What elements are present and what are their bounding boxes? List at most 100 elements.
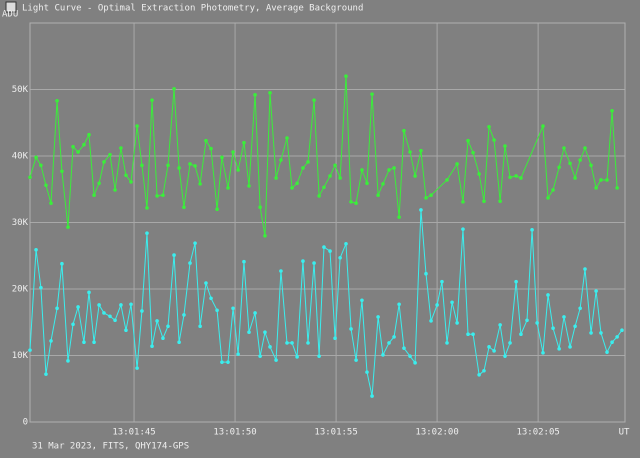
- data-point: [161, 336, 165, 341]
- data-point: [594, 186, 598, 190]
- data-point: [328, 174, 332, 178]
- data-point: [605, 350, 609, 354]
- data-point: [172, 87, 176, 91]
- data-point: [97, 303, 101, 307]
- data-point: [514, 174, 518, 178]
- data-point: [397, 215, 401, 219]
- data-point: [487, 345, 491, 349]
- data-point: [166, 163, 170, 168]
- data-point: [551, 188, 555, 192]
- data-point: [124, 173, 128, 178]
- data-point: [530, 228, 534, 232]
- data-point: [279, 269, 283, 273]
- data-point: [172, 253, 176, 257]
- data-point: [242, 140, 246, 145]
- y-tick-label: 40K: [12, 152, 29, 162]
- y-tick-label: 30K: [12, 218, 29, 228]
- data-point: [102, 160, 106, 164]
- data-point: [263, 330, 267, 335]
- data-point: [557, 347, 561, 351]
- data-point: [39, 163, 43, 168]
- data-point: [615, 186, 619, 190]
- data-point: [487, 124, 491, 129]
- data-point: [583, 267, 587, 271]
- data-point: [215, 207, 219, 211]
- data-point: [445, 341, 449, 345]
- data-point: [503, 354, 507, 358]
- chart-title: Light Curve - Optimal Extraction Photome…: [22, 4, 363, 14]
- data-point: [376, 315, 380, 319]
- data-point: [285, 136, 289, 140]
- data-point: [182, 205, 186, 210]
- data-point: [60, 169, 64, 174]
- data-point: [424, 271, 428, 276]
- data-point: [182, 313, 186, 317]
- data-point: [589, 163, 593, 168]
- data-point: [344, 241, 348, 246]
- data-point: [140, 163, 144, 168]
- data-point: [573, 324, 577, 329]
- data-point: [492, 138, 496, 142]
- data-point: [519, 176, 523, 180]
- data-point: [551, 326, 555, 331]
- data-point: [466, 332, 470, 337]
- data-point: [34, 247, 38, 252]
- data-point: [408, 354, 412, 358]
- data-point: [295, 181, 299, 186]
- data-point: [471, 150, 475, 155]
- data-point: [274, 176, 278, 180]
- data-point: [155, 194, 159, 198]
- data-point: [177, 166, 181, 170]
- data-point: [124, 328, 128, 333]
- data-point: [424, 196, 428, 200]
- data-point: [71, 322, 75, 327]
- data-point: [338, 176, 342, 180]
- data-point: [445, 178, 449, 182]
- data-point: [44, 183, 48, 188]
- data-point: [392, 166, 396, 170]
- data-point: [402, 346, 406, 350]
- data-point: [354, 358, 358, 362]
- data-point: [583, 146, 587, 150]
- data-point: [360, 168, 364, 172]
- data-point: [220, 360, 224, 364]
- data-point: [155, 319, 159, 323]
- data-point: [392, 335, 396, 339]
- data-point: [177, 340, 181, 345]
- data-point: [119, 146, 123, 150]
- data-point: [150, 98, 154, 102]
- data-point: [503, 144, 507, 148]
- data-point: [242, 259, 246, 264]
- data-point: [413, 174, 417, 178]
- data-point: [236, 352, 240, 356]
- data-point: [82, 142, 86, 147]
- data-point: [113, 318, 117, 323]
- data-point: [557, 165, 561, 170]
- data-point: [482, 199, 486, 204]
- data-point: [365, 181, 369, 186]
- y-axis-label: ADU: [2, 10, 18, 20]
- data-point: [119, 303, 123, 307]
- data-point: [413, 361, 417, 365]
- data-point: [28, 348, 32, 352]
- data-point: [376, 193, 380, 198]
- data-point: [594, 289, 598, 293]
- data-point: [317, 194, 321, 198]
- data-point: [541, 351, 545, 355]
- data-point: [620, 328, 624, 333]
- data-point: [268, 345, 272, 349]
- data-point: [471, 332, 475, 337]
- data-point: [306, 341, 310, 345]
- data-point: [108, 152, 112, 157]
- y-tick-label: 0: [23, 418, 28, 428]
- data-point: [188, 162, 192, 166]
- data-point: [55, 99, 59, 103]
- data-point: [322, 185, 326, 190]
- data-point: [290, 341, 294, 345]
- caption: 31 Mar 2023, FITS, QHY174-GPS: [32, 442, 189, 452]
- data-point: [599, 331, 603, 335]
- data-point: [419, 208, 423, 212]
- x-tick-label: 13:01:55: [314, 428, 357, 438]
- data-point: [354, 201, 358, 206]
